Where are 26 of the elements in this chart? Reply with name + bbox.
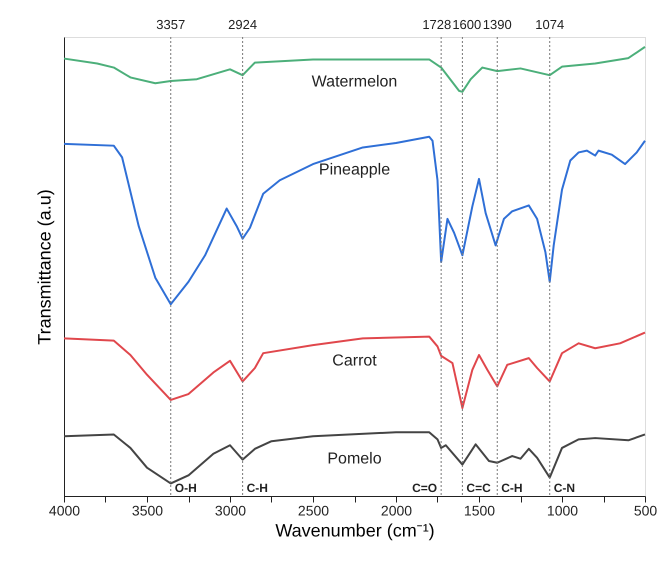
x-tick-label: 3500 xyxy=(132,502,164,518)
series-label: Pineapple xyxy=(318,161,390,178)
x-tick-label: 3000 xyxy=(214,502,246,518)
x-tick-label: 1500 xyxy=(464,502,496,518)
ref-line-label: 2924 xyxy=(228,17,258,32)
x-tick-label: 1000 xyxy=(546,502,578,518)
series-label: Watermelon xyxy=(312,73,398,90)
annotation: C-H xyxy=(501,481,523,495)
ref-line-label: 3357 xyxy=(156,17,186,32)
series-label: Pomelo xyxy=(327,450,382,468)
annotation: C-H xyxy=(246,481,268,495)
x-tick-label: 4000 xyxy=(48,502,80,518)
x-tick-label: 2000 xyxy=(380,502,412,518)
y-axis-title: Transmittance (a.u) xyxy=(34,189,54,345)
annotation: C=O xyxy=(412,481,438,495)
x-tick-label: 500 xyxy=(634,502,658,518)
x-tick-label: 2500 xyxy=(298,502,330,518)
ref-line-label: 1728 xyxy=(422,17,452,32)
ref-line-label: 1390 xyxy=(482,17,512,32)
series-label: Carrot xyxy=(332,352,378,370)
annotation: C=C xyxy=(466,481,492,495)
ref-line-label: 1074 xyxy=(535,17,564,32)
annotation: C-N xyxy=(554,481,576,495)
annotation: O-H xyxy=(174,481,197,495)
ref-line-label: 1600 xyxy=(452,17,482,32)
x-axis-title: Wavenumber (cm⁻¹) xyxy=(275,520,435,540)
